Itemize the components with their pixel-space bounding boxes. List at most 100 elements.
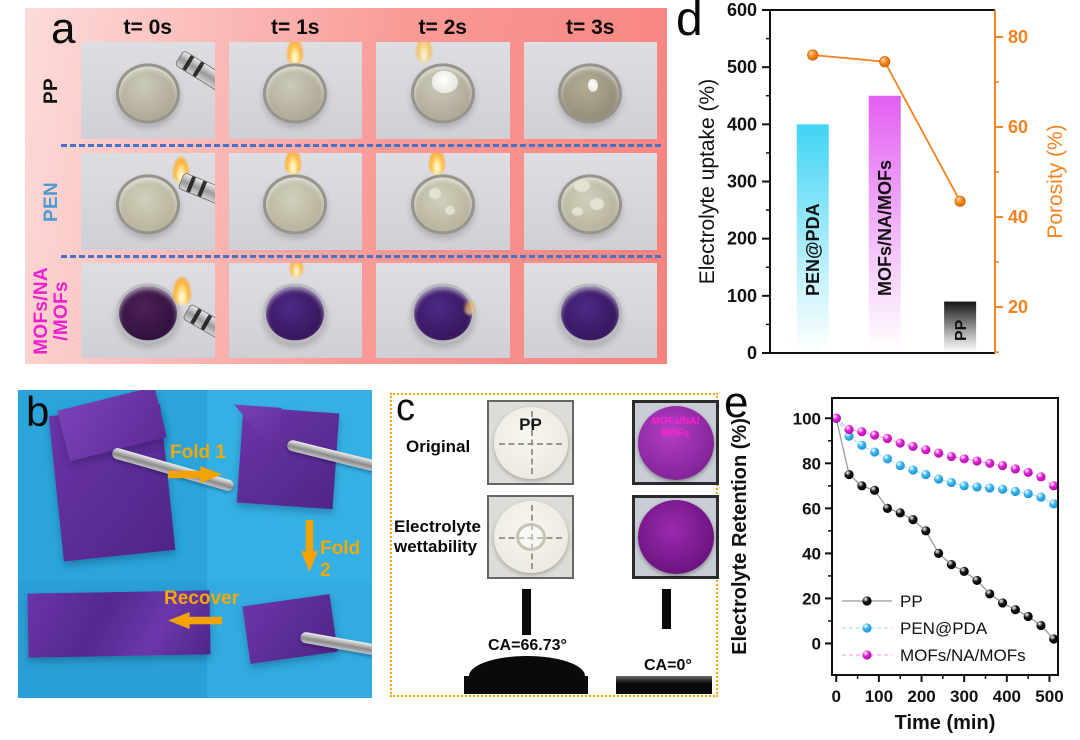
photo-mofs-t1 <box>228 263 362 358</box>
molten-blob <box>432 71 459 94</box>
row-label-pen: PEN <box>41 181 63 222</box>
mofs-disc-label: MOFs/NA/ MOFs <box>651 415 700 439</box>
mofs-disc-wetted <box>637 500 714 574</box>
photo-pp-t3 <box>523 42 657 139</box>
original-row-label: Original <box>406 437 471 456</box>
panel-b-folding: b Fold 1 Fold 2 Recover <box>18 390 372 698</box>
svg-text:PP: PP <box>900 592 923 611</box>
svg-text:200: 200 <box>907 687 935 706</box>
mofs-disc: MOFs/NA/ MOFs <box>637 405 714 480</box>
pp-disc-label: PP <box>519 415 542 435</box>
photo-pp-t1 <box>228 42 362 139</box>
svg-text:0: 0 <box>832 687 841 706</box>
membrane <box>242 594 338 664</box>
svg-text:20: 20 <box>1008 297 1028 317</box>
svg-text:100: 100 <box>727 286 757 306</box>
separator-disc <box>558 282 623 343</box>
svg-text:100: 100 <box>793 409 821 428</box>
svg-text:PEN@PDA: PEN@PDA <box>900 619 988 638</box>
svg-text:MOFs/NA/MOFs: MOFs/NA/MOFs <box>900 646 1026 665</box>
flame <box>416 42 433 62</box>
photo-pen-t1 <box>228 153 362 250</box>
fold2-label: Fold 2 <box>320 538 361 581</box>
photo-pen-t3 <box>523 153 657 250</box>
svg-text:500: 500 <box>1035 687 1063 706</box>
svg-text:80: 80 <box>802 454 821 473</box>
separator-disc <box>410 282 475 343</box>
panel-label-d: d <box>676 0 703 46</box>
patch <box>429 187 442 199</box>
panel-label-a: a <box>51 4 76 53</box>
svg-text:PEN@PDA: PEN@PDA <box>803 203 823 296</box>
row-separator <box>61 255 661 258</box>
contact-angle-droplet <box>469 656 585 676</box>
photo-pp-t2 <box>376 42 510 139</box>
svg-text:600: 600 <box>727 0 757 20</box>
svg-text:40: 40 <box>1008 207 1028 227</box>
flame <box>172 277 191 305</box>
svg-text:60: 60 <box>802 499 821 518</box>
panel-d-chart: PEN@PDA MOFs/NA/MOFs PP 0 100 200 300 400 500 600… <box>696 0 1067 363</box>
fold1-label: Fold 1 <box>170 442 226 463</box>
panel-a-flammability: a t= 0s t= 1s t= 2s t= 3s PP <box>25 4 667 364</box>
substrate-bar <box>616 676 712 694</box>
substrate-bar <box>464 676 588 694</box>
panel-label-c: c <box>396 387 415 429</box>
photo-pen-t0 <box>81 153 215 250</box>
contact-angle-pp: CA=66.73° <box>488 637 567 654</box>
photo-pen-t2 <box>376 153 510 250</box>
svg-text:20: 20 <box>802 589 821 608</box>
separator-disc <box>115 62 180 123</box>
flame <box>429 153 446 175</box>
molten-blob <box>587 78 598 92</box>
svg-text:PP: PP <box>953 319 970 341</box>
patch <box>445 206 456 216</box>
svg-text:MOFs/NA/MOFs: MOFs/NA/MOFs <box>875 160 895 296</box>
flame <box>289 263 303 277</box>
photo-row-pp <box>81 42 657 139</box>
torch <box>173 49 215 93</box>
pp-disc: PP <box>493 406 568 479</box>
photo-mofs-original: MOFs/NA/ MOFs <box>632 400 719 485</box>
electrolyte-droplet <box>515 523 546 551</box>
photo-pp-wetted <box>487 495 574 579</box>
svg-text:300: 300 <box>950 687 978 706</box>
svg-text:80: 80 <box>1008 27 1028 47</box>
svg-text:40: 40 <box>802 544 821 563</box>
dispensing-needle <box>522 589 531 635</box>
time-label: t= 2s <box>418 16 467 39</box>
photo-mofs-t0 <box>81 263 215 358</box>
svg-text:Time (min): Time (min) <box>895 712 996 734</box>
panel-e-chart: 0 100 200 300 400 500 0 20 40 60 80 100 PP PEN@PDA MOF… <box>729 397 1064 734</box>
panel-c-wettability: c Original Electrolyte wettability PP MO… <box>390 387 719 697</box>
panel-label-b: b <box>26 390 50 435</box>
crosshair <box>530 410 533 475</box>
separator-disc <box>115 282 180 343</box>
svg-text:400: 400 <box>993 687 1021 706</box>
separator-disc <box>410 173 475 234</box>
time-label: t= 0s <box>123 16 172 39</box>
patch <box>574 180 591 193</box>
svg-text:60: 60 <box>1008 117 1028 137</box>
photo-mofs-t2 <box>376 263 510 358</box>
time-label: t= 1s <box>271 16 320 39</box>
svg-text:200: 200 <box>727 229 757 249</box>
patch <box>590 197 605 210</box>
separator-disc <box>263 62 328 123</box>
svg-text:0: 0 <box>812 634 821 653</box>
dispensing-needle <box>662 589 671 629</box>
panel-label-e: e <box>724 378 749 427</box>
svg-text:0: 0 <box>747 343 757 363</box>
photo-row-mofs <box>81 263 657 358</box>
photo-mofs-wetted <box>632 495 719 579</box>
separator-disc <box>263 173 328 234</box>
photo-row-pen <box>81 153 657 250</box>
separator-disc <box>263 282 328 343</box>
torch <box>181 303 215 345</box>
pp-disc-wetted <box>493 501 568 573</box>
svg-text:Electrolyte uptake (%): Electrolyte uptake (%) <box>696 79 719 284</box>
photo-pp-original: PP <box>487 400 574 485</box>
patch <box>571 207 583 217</box>
separator-disc <box>115 173 180 234</box>
